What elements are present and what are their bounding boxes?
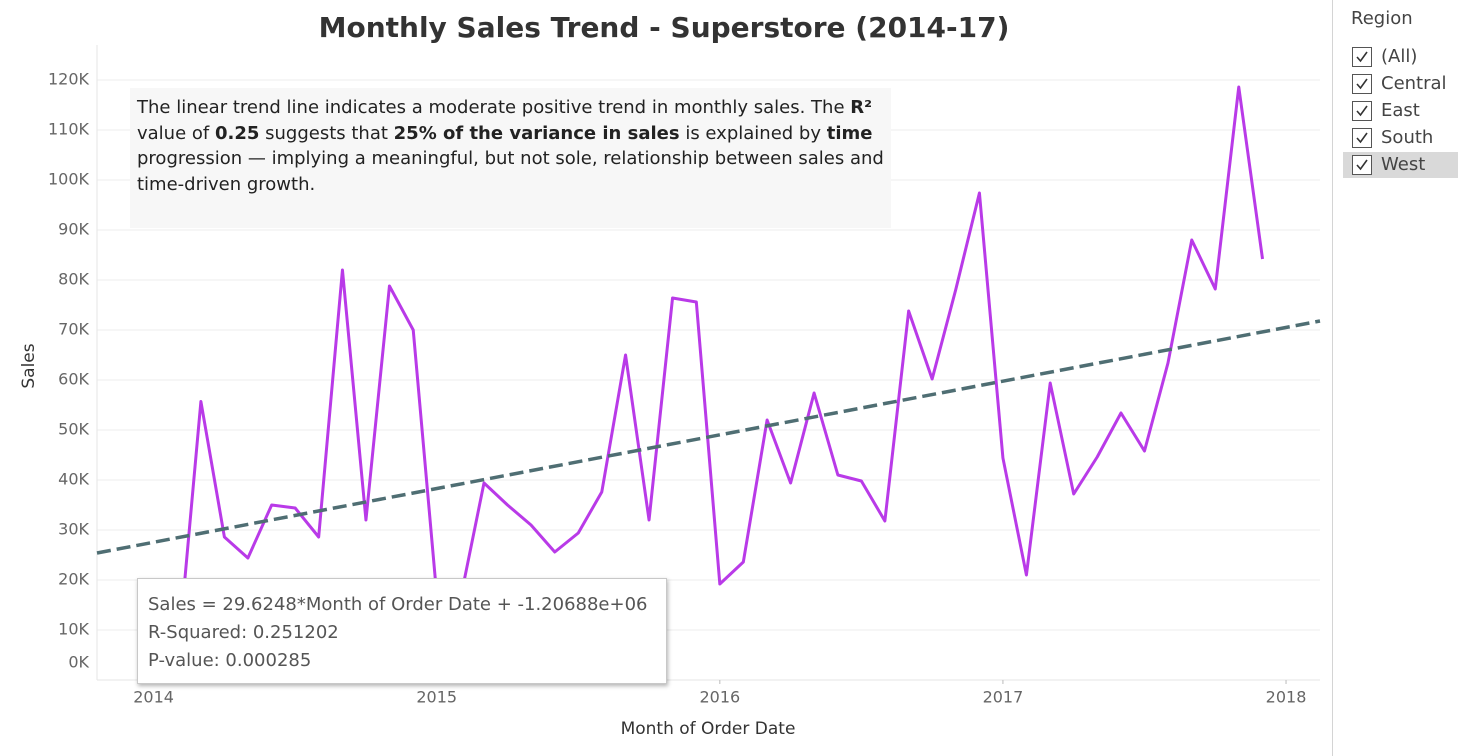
checkbox[interactable] bbox=[1352, 101, 1372, 121]
chart: Monthly Sales Trend - Superstore (2014-1… bbox=[19, 11, 1321, 739]
annotation-text: time bbox=[826, 122, 873, 144]
x-tick-label: 2017 bbox=[983, 688, 1024, 707]
filter-label: (All) bbox=[1381, 46, 1418, 67]
checkbox[interactable] bbox=[1352, 47, 1372, 67]
checkbox-box bbox=[1352, 74, 1372, 94]
tooltip-line: Sales = 29.6248*Month of Order Date + -1… bbox=[148, 594, 648, 615]
trend-tooltip: Sales = 29.6248*Month of Order Date + -1… bbox=[137, 578, 667, 684]
tooltip-line: R-Squared: 0.251202 bbox=[148, 622, 339, 643]
x-tick-label: 2018 bbox=[1266, 688, 1307, 707]
trend-line bbox=[96, 319, 1321, 555]
checkbox[interactable] bbox=[1352, 155, 1372, 175]
x-axis-label: Month of Order Date bbox=[621, 719, 796, 739]
filter-label: West bbox=[1381, 154, 1426, 175]
annotation-text: The linear trend line indicates a modera… bbox=[137, 97, 851, 118]
y-tick-label: 110K bbox=[48, 120, 90, 139]
checkbox-box bbox=[1352, 47, 1372, 67]
checkmark bbox=[1356, 159, 1368, 171]
y-tick-label: 20K bbox=[58, 570, 89, 589]
checkmark bbox=[1356, 105, 1368, 117]
x-tick-label: 2015 bbox=[416, 688, 457, 707]
y-tick-label: 0K bbox=[68, 653, 89, 672]
filter-item[interactable]: South bbox=[1343, 125, 1458, 151]
checkbox-box bbox=[1352, 155, 1372, 175]
y-tick-label: 70K bbox=[58, 320, 89, 339]
x-tick-label: 2014 bbox=[133, 688, 174, 707]
annotation: The linear trend line indicates a modera… bbox=[130, 88, 891, 228]
filter-label: East bbox=[1381, 100, 1420, 121]
filter-label: Central bbox=[1381, 73, 1447, 94]
checkbox[interactable] bbox=[1352, 74, 1372, 94]
y-tick-label: 10K bbox=[58, 620, 89, 639]
y-tick-label: 40K bbox=[58, 470, 89, 489]
checkmark bbox=[1356, 51, 1368, 63]
filter-panel: Region (All) Central East South West bbox=[1332, 0, 1458, 756]
filter-item[interactable]: Central bbox=[1343, 71, 1458, 97]
y-tick-label: 120K bbox=[48, 70, 90, 89]
tooltip-line: P-value: 0.000285 bbox=[148, 650, 312, 671]
y-tick-label: 80K bbox=[58, 270, 89, 289]
annotation-text: is explained by bbox=[679, 122, 827, 144]
annotation-text: suggests that bbox=[259, 122, 394, 144]
annotation-text: 25% of the variance in sales bbox=[393, 122, 680, 144]
checkmark bbox=[1356, 78, 1368, 90]
annotation-text: R² bbox=[850, 97, 873, 118]
filter-label: South bbox=[1381, 127, 1434, 148]
chart-title: Monthly Sales Trend - Superstore (2014-1… bbox=[319, 11, 1010, 44]
y-tick-label: 60K bbox=[58, 370, 89, 389]
filter-item[interactable]: (All) bbox=[1343, 44, 1458, 70]
x-tick-label: 2016 bbox=[699, 688, 740, 707]
checkmark bbox=[1356, 132, 1368, 144]
filter-title: Region bbox=[1351, 8, 1413, 29]
y-tick-label: 50K bbox=[58, 420, 89, 439]
y-tick-label: 30K bbox=[58, 520, 89, 539]
y-axis-label: Sales bbox=[19, 343, 39, 388]
checkbox-box bbox=[1352, 101, 1372, 121]
checkbox-box bbox=[1352, 128, 1372, 148]
sales-line bbox=[152, 85, 1265, 667]
annotation-text: 0.25 bbox=[214, 122, 260, 144]
checkbox[interactable] bbox=[1352, 128, 1372, 148]
annotation-text: value of bbox=[137, 122, 215, 144]
filter-item[interactable]: East bbox=[1343, 98, 1458, 124]
annotation-text: progression — implying a meaningful, but… bbox=[137, 148, 884, 195]
filter-item[interactable]: West bbox=[1343, 152, 1458, 178]
y-tick-label: 90K bbox=[58, 220, 89, 239]
y-tick-label: 100K bbox=[48, 170, 90, 189]
